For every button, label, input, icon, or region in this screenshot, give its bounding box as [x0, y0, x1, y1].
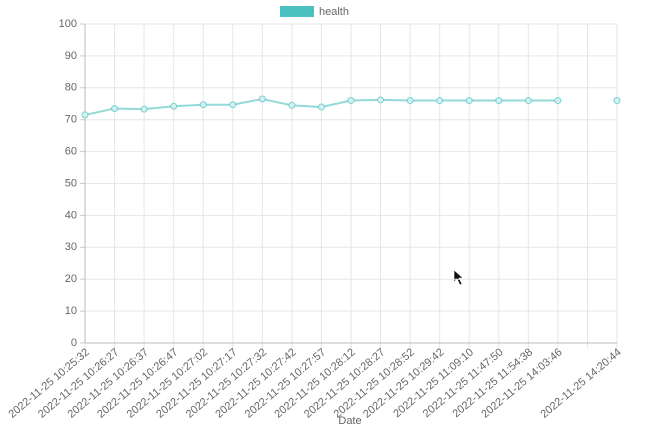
data-point: [199, 101, 207, 109]
data-point: [317, 103, 325, 111]
data-point: [140, 105, 148, 113]
y-tick-label: 60: [65, 146, 77, 158]
data-point: [406, 97, 414, 105]
data-point: [288, 101, 296, 109]
legend-swatch: [280, 6, 314, 17]
y-tick-label: 30: [65, 241, 77, 253]
y-tick-label: 0: [71, 337, 77, 349]
y-tick-label: 100: [59, 18, 77, 30]
data-point: [524, 97, 532, 105]
data-point: [554, 97, 562, 105]
data-point: [465, 97, 473, 105]
legend-label: health: [319, 6, 349, 18]
y-tick-label: 80: [65, 82, 77, 94]
x-axis-title: Date: [338, 415, 361, 427]
mouse-cursor: [453, 269, 464, 286]
data-point: [495, 97, 503, 105]
y-tick-label: 40: [65, 209, 77, 221]
y-tick-label: 20: [65, 273, 77, 285]
y-tick-label: 50: [65, 177, 77, 189]
data-point: [170, 102, 178, 110]
data-point: [111, 105, 119, 113]
y-tick-label: 70: [65, 114, 77, 126]
data-point: [81, 111, 89, 119]
data-point: [229, 101, 237, 109]
data-point: [258, 95, 266, 103]
data-point: [377, 96, 385, 104]
y-tick-label: 10: [65, 305, 77, 317]
y-tick-label: 90: [65, 50, 77, 62]
data-point: [436, 97, 444, 105]
data-point: [347, 97, 355, 105]
data-point: [613, 97, 621, 105]
